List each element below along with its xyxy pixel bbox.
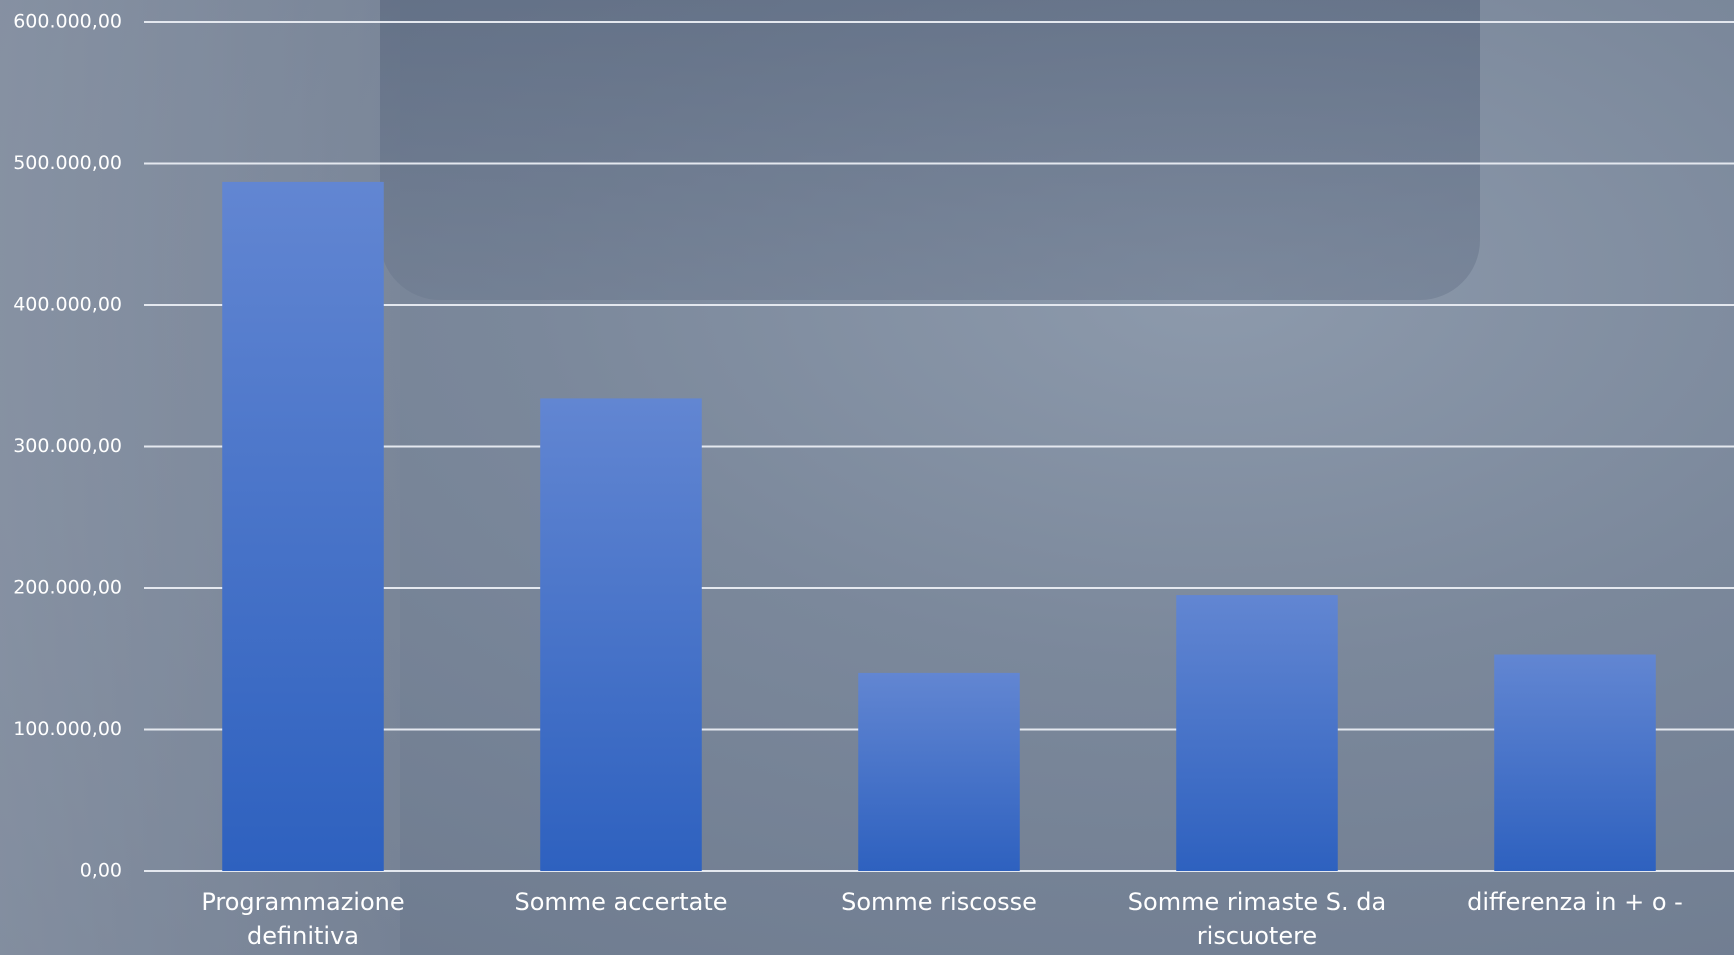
x-tick-label: Somme accertate xyxy=(514,888,728,916)
x-tick-label: Somme riscosse xyxy=(841,888,1037,916)
y-tick-label: 200.000,00 xyxy=(13,577,122,599)
x-tick-label: Programmazione definitiva xyxy=(201,888,405,950)
bar xyxy=(1176,595,1338,871)
x-tick-label: differenza in + o - xyxy=(1467,888,1683,916)
y-tick-label: 100.000,00 xyxy=(13,718,122,740)
y-tick-label: 0,00 xyxy=(80,860,122,882)
y-tick-label: 600.000,00 xyxy=(13,11,122,33)
y-tick-label: 400.000,00 xyxy=(13,294,122,316)
bar xyxy=(858,672,1020,871)
bar xyxy=(222,181,384,871)
y-tick-label: 300.000,00 xyxy=(13,435,122,457)
bar xyxy=(1494,654,1656,871)
x-tick-label: Somme rimaste S. da riscuotere xyxy=(1127,888,1387,950)
y-tick-label: 500.000,00 xyxy=(13,152,122,174)
background-shape xyxy=(380,0,1480,300)
bar xyxy=(540,398,702,871)
